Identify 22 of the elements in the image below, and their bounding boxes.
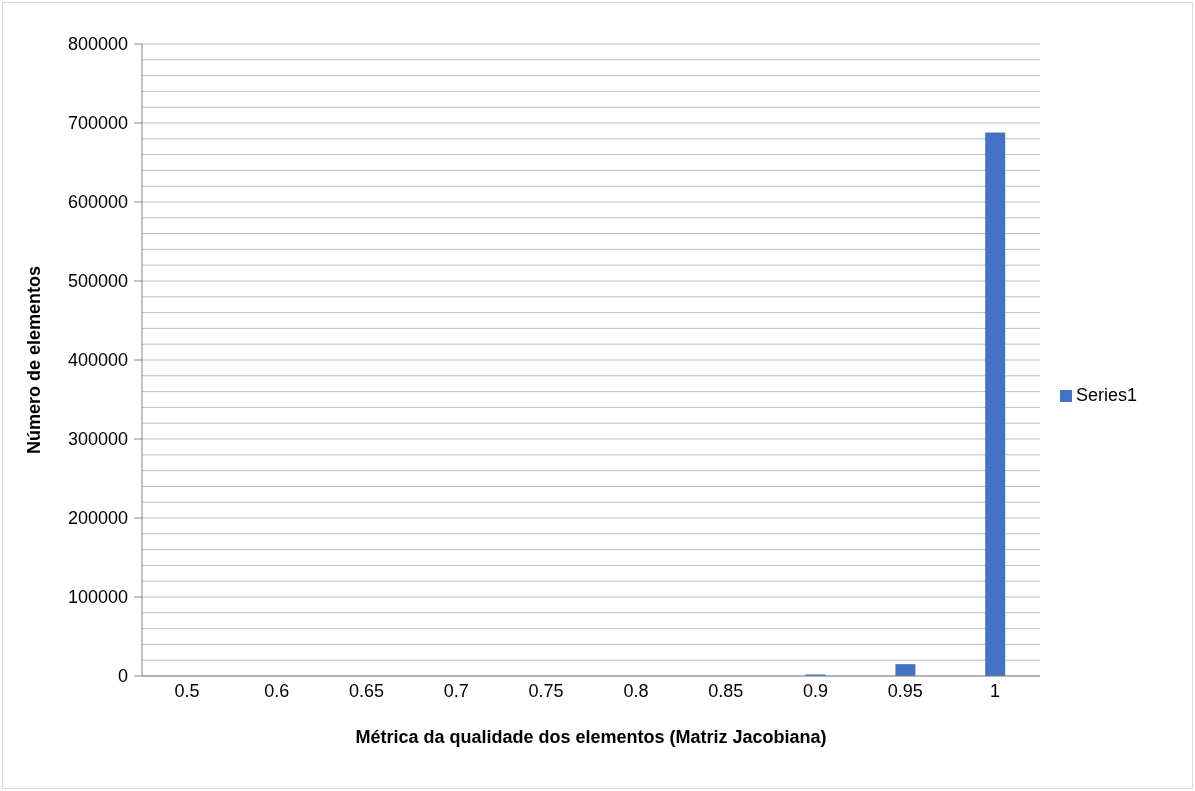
y-tick-label: 700000 xyxy=(67,113,128,134)
x-tick-label: 0.6 xyxy=(264,680,290,701)
y-axis-title: Número de elementos xyxy=(24,265,45,455)
y-tick-label: 500000 xyxy=(67,271,128,292)
y-tick-label: 0 xyxy=(117,666,128,687)
y-tick-label: 100000 xyxy=(67,587,128,608)
x-tick-label: 0.65 xyxy=(348,680,385,701)
y-tick-label: 800000 xyxy=(67,34,128,55)
x-tick-label: 0.85 xyxy=(708,680,744,701)
x-tick-label: 1 xyxy=(990,680,1001,701)
y-tick-label: 600000 xyxy=(67,192,128,213)
x-axis-title: Métrica da qualidade dos elementos (Matriz Jacobiana) xyxy=(355,727,827,747)
x-tick-label: 0.5 xyxy=(174,680,200,701)
y-tick-label: 200000 xyxy=(67,508,128,529)
x-tick-label: 0.75 xyxy=(528,680,564,701)
y-tick-label: 400000 xyxy=(67,350,128,371)
x-tick-label: 0.9 xyxy=(802,680,829,701)
y-tick-label: 300000 xyxy=(67,429,128,450)
x-tick-label: 0.8 xyxy=(623,680,649,701)
legend-label: Series1 xyxy=(1076,385,1138,405)
x-tick-label: 0.95 xyxy=(887,680,923,701)
x-tick-label: 0.7 xyxy=(443,680,469,701)
